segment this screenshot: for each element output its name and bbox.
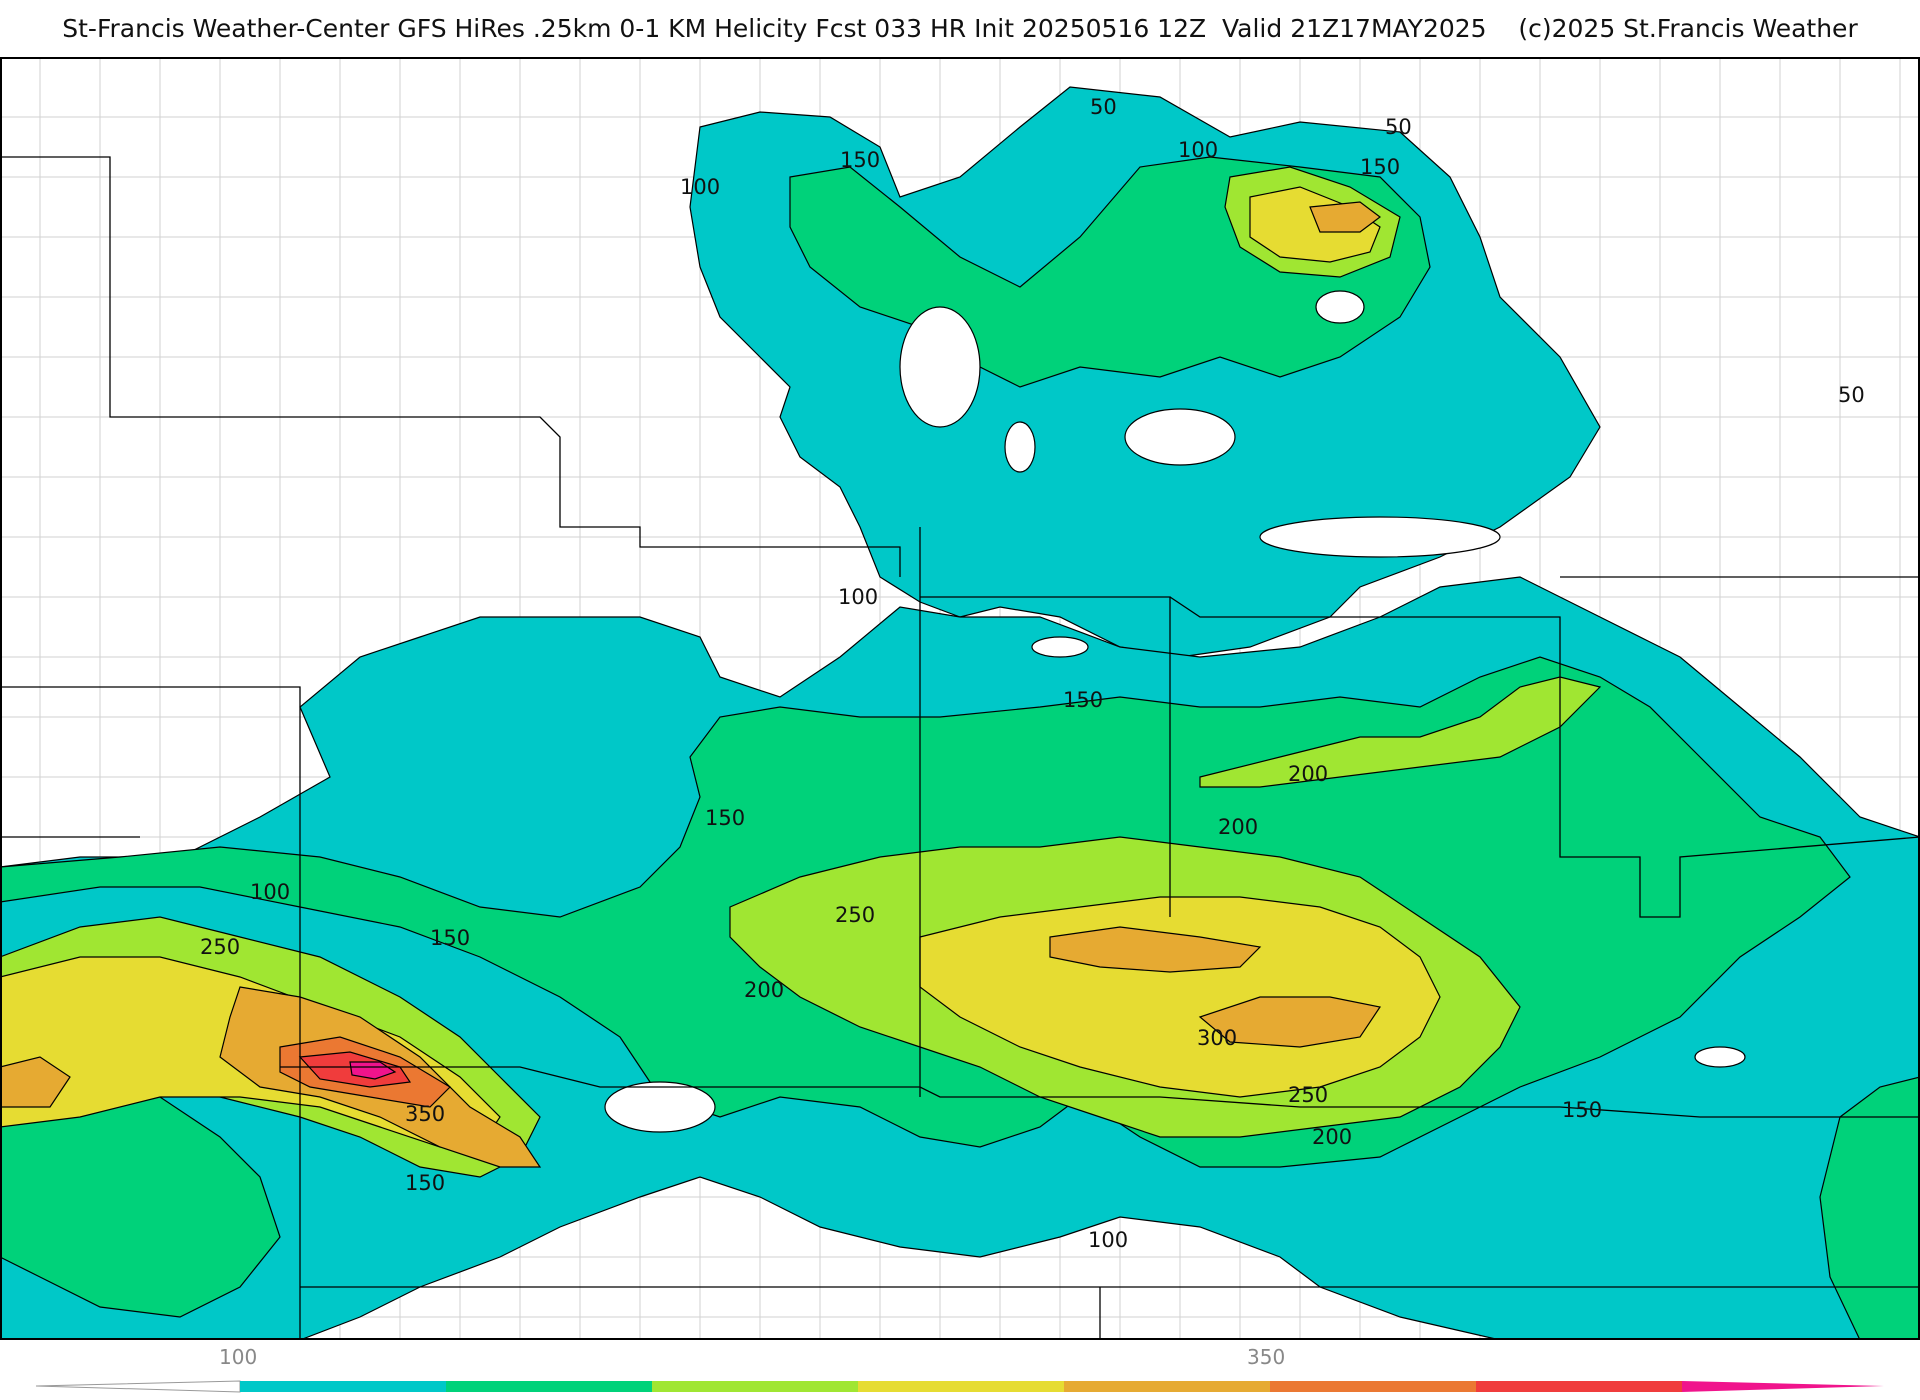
- contour-label-50: 50: [1090, 95, 1117, 119]
- hole-7: [1694, 1046, 1746, 1068]
- green-region-southeast: [1819, 1076, 1920, 1340]
- contour-label-150: 150: [430, 926, 470, 950]
- contour-label-150: 150: [840, 148, 880, 172]
- colorbar-label-100: 100: [219, 1345, 257, 1369]
- contour-label-100: 100: [838, 585, 878, 609]
- contour-label-100: 100: [1178, 138, 1218, 162]
- contour-label-150: 150: [705, 806, 745, 830]
- hole-5: [1031, 636, 1089, 658]
- contour-label-200: 200: [1312, 1125, 1352, 1149]
- contour-label-250: 250: [1288, 1083, 1328, 1107]
- yellow-region-north: [1249, 186, 1381, 263]
- boundary-4: [280, 1066, 1920, 1118]
- colorbar-swatch-150: [446, 1381, 652, 1392]
- contour-label-250: 250: [835, 903, 875, 927]
- contour-label-350: 350: [405, 1102, 445, 1126]
- colorbar-swatch-250: [858, 1381, 1064, 1392]
- contour-label-150: 150: [1360, 155, 1400, 179]
- helicity-map: 50 50 50 100 100 100 100 100 150 150 150…: [0, 57, 1920, 1340]
- contour-label-150: 150: [405, 1171, 445, 1195]
- boundary-2: [0, 686, 301, 1340]
- orange-region-tn: [1198, 996, 1381, 1048]
- hole-6: [604, 1081, 716, 1133]
- contour-label-50: 50: [1838, 383, 1865, 407]
- colorbar-swatch-400: [1476, 1381, 1682, 1392]
- contour-label-200: 200: [744, 978, 784, 1002]
- hole-2: [1124, 408, 1236, 466]
- colorbar-swatch-200: [652, 1381, 858, 1392]
- holes: [604, 290, 1746, 1133]
- contour-label-200: 200: [1218, 815, 1258, 839]
- colorbar-swatch-100: [240, 1381, 446, 1392]
- colorbar-left-arrow: [35, 1380, 241, 1393]
- contour-label-150: 150: [1562, 1098, 1602, 1122]
- hole-8: [1259, 516, 1501, 558]
- yg-region-ridge: [1199, 676, 1602, 788]
- contour-label-50: 50: [1385, 115, 1412, 139]
- orange-region-edge: [0, 1056, 71, 1108]
- contour-label-100: 100: [680, 175, 720, 199]
- contour-label-200: 200: [1288, 762, 1328, 786]
- colorbar-label-350: 350: [1247, 1345, 1285, 1369]
- hole-3: [1315, 290, 1365, 324]
- orange-region-ky: [1049, 926, 1262, 973]
- contour-label-150: 150: [1063, 688, 1103, 712]
- boundary-1: [0, 156, 901, 577]
- hole-4: [1004, 421, 1036, 473]
- colorbar-right-arrow: [1682, 1381, 1884, 1392]
- hole-1: [899, 306, 981, 428]
- contour-labels: 50 50 50 100 100 100 100 100 150 150 150…: [200, 95, 1865, 1252]
- orange-region-north: [1309, 201, 1381, 233]
- colorbar-swatch-350: [1270, 1381, 1476, 1392]
- state-boundaries: [0, 156, 1920, 1340]
- magenta-region: [349, 1061, 397, 1080]
- contour-label-250: 250: [200, 935, 240, 959]
- boundary-7: [1169, 596, 1920, 918]
- contour-label-300: 300: [1197, 1026, 1237, 1050]
- contour-label-100: 100: [250, 880, 290, 904]
- map-title: St-Francis Weather-Center GFS HiRes .25k…: [62, 14, 1858, 43]
- colorbar-swatch-300: [1064, 1381, 1270, 1392]
- map-frame: [0, 57, 1920, 1340]
- band-450-500: [349, 1061, 397, 1080]
- contour-label-100: 100: [1088, 1228, 1128, 1252]
- color-legend: 100 350: [35, 1345, 1884, 1393]
